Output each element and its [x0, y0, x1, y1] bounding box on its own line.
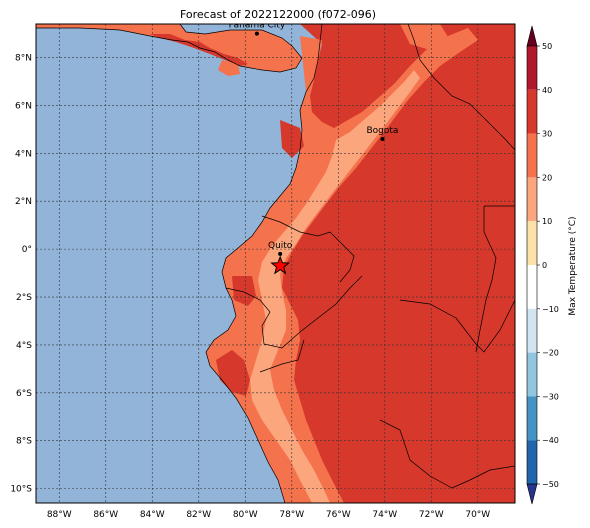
- colorbar-extend-bottom: [526, 483, 538, 505]
- lat-tick-label: 8°S: [16, 437, 32, 447]
- city-markers: Panama City Bogota Quito: [229, 21, 398, 256]
- colorbar-tick-label: −50: [542, 480, 559, 489]
- lon-tick-label: 86°W: [93, 510, 118, 520]
- land-central-america-warm: [150, 34, 248, 66]
- lon-tick-label: 70°W: [465, 510, 490, 520]
- coastline-and-borders: [36, 24, 515, 503]
- coastal-warm-spot-1: [216, 350, 250, 396]
- lat-tick-label: 0°: [22, 245, 32, 255]
- colorbar-tick-label: −30: [542, 392, 559, 401]
- land-temperature-field: [36, 24, 515, 503]
- colorbar-segment: [527, 133, 537, 178]
- coastal-warm-spot-3: [280, 120, 304, 158]
- lon-tick-label: 82°W: [186, 510, 211, 520]
- border-peru-brazil: [399, 299, 515, 353]
- city-dot: [254, 31, 259, 36]
- colorbar-segment: [527, 396, 537, 441]
- axis-tick-labels: 88°W 86°W 84°W 82°W 80°W 78°W 76°W 74°W 72°W 70°W…: [10, 54, 490, 520]
- lat-tick-label: 2°S: [16, 293, 32, 303]
- colorbar-segment: [527, 89, 537, 134]
- lon-tick-label: 74°W: [372, 510, 397, 520]
- map-frame: [35, 23, 516, 504]
- lat-tick-label: 6°S: [16, 389, 32, 399]
- colorbar-segment: [527, 221, 537, 265]
- colorbar-segment: [527, 440, 537, 484]
- lat-tick-label: 6°N: [15, 101, 32, 111]
- colorbar-tick-label: 50: [542, 42, 552, 51]
- northeast-orange-patch: [400, 24, 450, 50]
- lon-tick-label: 80°W: [233, 510, 258, 520]
- colorbar-segment: [527, 352, 537, 397]
- city-label: Bogota: [366, 126, 398, 136]
- border-colombia-ecuador: [261, 215, 355, 283]
- andes-band-light: [250, 70, 420, 503]
- colorbar-tick-label: −40: [542, 436, 559, 445]
- lat-tick-label: 10°S: [10, 485, 32, 495]
- border-colombia-brazil: [475, 205, 515, 353]
- colorbar-tick-label: 40: [542, 86, 552, 95]
- chart-title: Forecast of 2022122000 (f072-096): [180, 8, 376, 21]
- colorbar-segment: [527, 265, 537, 309]
- colorbar-segment: [527, 46, 537, 90]
- city-dot: [278, 251, 283, 256]
- border-ecuador-peru: [225, 275, 363, 349]
- land-panama-south: [218, 60, 240, 76]
- colorbar-extend-top: [526, 25, 538, 47]
- lon-tick-label: 84°W: [140, 510, 165, 520]
- colorbar-tick-label: 10: [542, 217, 552, 226]
- colorbar-tick-label: 0: [542, 261, 547, 270]
- colorbar-tick-label: −20: [542, 349, 559, 358]
- colorbar-segment: [527, 308, 537, 353]
- lat-tick-label: 8°N: [15, 54, 32, 64]
- colorbar-segment: [527, 177, 537, 222]
- city-label: Quito: [268, 241, 293, 251]
- city-dot: [380, 136, 385, 141]
- lon-tick-label: 78°W: [279, 510, 304, 520]
- andes-band-orange: [206, 28, 478, 503]
- lon-tick-label: 76°W: [326, 510, 351, 520]
- coastal-warm-spot-2: [232, 276, 256, 306]
- coastline-pacific: [205, 24, 323, 503]
- colorbar-tick-label: 20: [542, 173, 552, 182]
- map-panel[interactable]: Panama City Bogota Quito: [36, 21, 515, 503]
- colorbar-label: Max Temperature (°C): [568, 216, 578, 315]
- border-inner: [259, 339, 305, 373]
- city-label: Panama City: [229, 21, 286, 31]
- lon-tick-label: 72°W: [419, 510, 444, 520]
- colorbar-tick-label: −10: [542, 305, 559, 314]
- border-colombia-venezuela: [407, 24, 515, 151]
- lat-tick-label: 4°N: [15, 149, 32, 159]
- lat-tick-label: 4°S: [16, 341, 32, 351]
- star-marker[interactable]: [270, 255, 291, 275]
- lon-tick-label: 88°W: [47, 510, 72, 520]
- colorbar[interactable]: 50 40 30 20 10 0 −10 −20 −30 −40 −50: [526, 25, 559, 505]
- lat-tick-label: 2°N: [15, 197, 32, 207]
- border-peru-bolivia: [379, 419, 515, 489]
- coastline: [36, 24, 303, 73]
- colorbar-tick-label: 30: [542, 130, 552, 139]
